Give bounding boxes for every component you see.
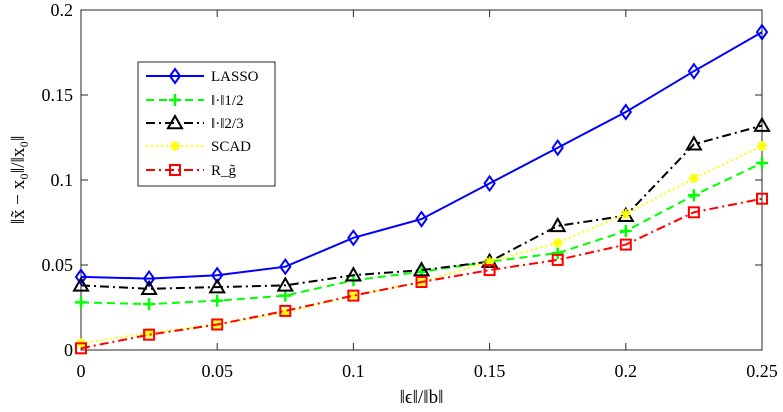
data-point — [756, 157, 768, 169]
legend-item-4: R_g̃ — [146, 163, 237, 179]
legend-label: ‖·‖2/3 — [211, 116, 244, 132]
data-point — [279, 257, 292, 276]
y-axis-label: ‖x̃ − x₀‖/‖x₀‖ — [8, 136, 29, 225]
legend-marker — [169, 94, 181, 106]
legend-item-2: ‖·‖2/3 — [146, 113, 244, 132]
data-point — [483, 264, 496, 277]
legend-marker — [169, 164, 181, 176]
legend-item-0: LASSO — [146, 67, 259, 85]
axis-ticks: 0 0.05 0.1 0.15 0.2 0.25 0 0.05 0.1 0.15 0.2 — [42, 0, 778, 381]
data-point — [208, 278, 226, 294]
data-point — [548, 216, 567, 233]
y-tick-label: 0.1 — [51, 170, 74, 190]
data-point — [619, 103, 633, 121]
data-point — [347, 289, 360, 302]
series-line — [80, 31, 763, 280]
data-point — [75, 296, 87, 309]
data-point — [620, 209, 631, 219]
data-point — [143, 328, 156, 341]
data-point — [344, 266, 363, 282]
data-point — [688, 173, 699, 184]
data-point — [551, 247, 564, 260]
series-layer — [72, 23, 771, 355]
data-point — [279, 304, 292, 317]
x-tick-label: 0.05 — [201, 361, 233, 381]
legend: LASSO ‖·‖1/2 ‖·‖2/3 SCAD R_g̃ — [137, 61, 276, 187]
legend-label: SCAD — [211, 139, 251, 155]
data-point — [140, 279, 158, 296]
x-tick-label: 0 — [77, 361, 86, 381]
data-point — [619, 238, 632, 251]
data-point — [347, 229, 360, 247]
data-point — [72, 276, 90, 292]
data-point — [211, 318, 224, 331]
data-point — [756, 192, 768, 205]
data-point — [143, 298, 156, 311]
legend-label: ‖·‖1/2 — [211, 93, 244, 109]
data-point — [415, 276, 428, 288]
legend-marker — [170, 141, 180, 151]
data-point — [551, 253, 564, 266]
data-point — [211, 294, 224, 307]
x-axis-label: ‖ϵ‖/‖b‖ — [400, 387, 444, 408]
legend-item-1: ‖·‖1/2 — [146, 93, 244, 109]
x-tick-label: 0.2 — [615, 361, 638, 381]
data-point — [619, 225, 632, 237]
data-point — [483, 174, 496, 193]
data-point — [755, 23, 769, 41]
series-line — [80, 197, 763, 350]
data-point — [75, 342, 87, 355]
series-0 — [74, 23, 769, 288]
y-tick-label: 0.2 — [51, 0, 74, 20]
x-tick-label: 0.25 — [746, 361, 778, 381]
data-point — [687, 189, 700, 202]
y-tick-label: 0.05 — [42, 255, 74, 275]
data-point — [412, 261, 431, 277]
data-point — [74, 268, 88, 286]
legend-marker — [168, 67, 182, 85]
data-point — [685, 135, 703, 151]
legend-label: LASSO — [211, 69, 259, 85]
data-point — [551, 138, 564, 157]
data-point — [757, 141, 767, 151]
legend-item-3: SCAD — [146, 139, 251, 155]
data-point — [687, 206, 700, 219]
data-point — [276, 276, 295, 292]
series-4 — [75, 192, 768, 355]
x-tick-label: 0.1 — [342, 361, 365, 381]
y-tick-label: 0 — [64, 340, 73, 360]
data-point — [687, 62, 701, 80]
data-point — [552, 237, 563, 248]
data-point — [142, 269, 156, 288]
data-point — [753, 116, 771, 132]
legend-marker — [166, 113, 184, 130]
data-point — [210, 266, 224, 284]
legend-label: R_g̃ — [211, 163, 237, 179]
x-tick-label: 0.15 — [474, 361, 506, 381]
data-point — [415, 210, 428, 228]
y-tick-label: 0.15 — [42, 85, 74, 105]
